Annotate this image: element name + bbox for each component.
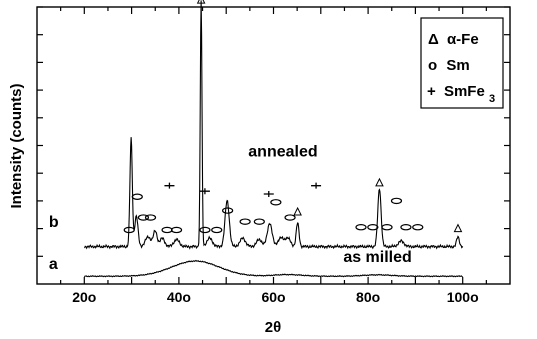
alpha-fe-marker — [375, 177, 384, 187]
legend-entry-smfe3: + SmFe 3 — [427, 83, 495, 105]
legend-entry-alpha-fe: Δ α-Fe — [428, 31, 479, 48]
smfe3-marker — [164, 182, 175, 189]
legend-symbol-plus: + — [427, 83, 436, 100]
sm-marker — [170, 226, 183, 234]
sm-marker — [400, 224, 412, 231]
smfe3-marker — [263, 190, 274, 197]
x-tick-label: 40o — [167, 289, 191, 305]
series-tag-b: b — [49, 214, 59, 231]
y-axis-label: Intensity (counts) — [8, 83, 25, 208]
sm-marker — [239, 218, 251, 225]
series-tag-a: a — [49, 256, 58, 273]
smfe3-marker — [311, 182, 322, 189]
x-axis-label: 2θ — [265, 319, 281, 336]
legend-label-subscript: 3 — [489, 93, 495, 105]
series-line-b — [84, 0, 464, 250]
alpha-fe-marker — [453, 223, 463, 233]
legend-label-alpha-fe: α-Fe — [447, 31, 479, 48]
sm-marker — [144, 214, 157, 221]
peak-markers — [123, 0, 463, 234]
sm-marker — [390, 197, 403, 205]
sm-marker — [270, 199, 282, 206]
legend-symbol-delta: Δ — [428, 31, 439, 48]
sm-marker — [123, 226, 135, 234]
sm-marker — [161, 226, 173, 234]
legend-label-sm: Sm — [446, 57, 469, 74]
series-line-a — [83, 259, 463, 278]
y-axis-ticks — [37, 6, 510, 257]
series-layer — [83, 0, 464, 278]
legend-box — [420, 17, 504, 109]
sm-marker — [131, 193, 143, 200]
x-axis-ticks: 20o 40o 60o 80o 100o — [60, 7, 487, 305]
legend-label-smfe: SmFe — [444, 83, 485, 100]
legend: Δ α-Fe o Sm + SmFe 3 — [420, 17, 504, 109]
sm-marker — [253, 218, 265, 225]
sm-marker — [222, 207, 234, 214]
sm-marker — [381, 224, 393, 231]
legend-entry-sm: o Sm — [428, 57, 470, 74]
alpha-fe-marker — [196, 0, 206, 4]
sm-marker — [211, 226, 223, 234]
sm-marker — [284, 214, 296, 221]
sm-marker — [199, 226, 211, 234]
x-tick-label: 80o — [356, 289, 380, 305]
sm-marker — [137, 214, 150, 221]
sm-marker — [355, 224, 367, 231]
x-tick-label: 20o — [72, 289, 96, 305]
alpha-fe-marker — [293, 206, 302, 216]
x-tick-label: 100o — [447, 289, 479, 305]
x-tick-label: 60o — [261, 289, 285, 305]
smfe3-marker — [199, 188, 210, 195]
sm-marker — [412, 224, 424, 231]
sm-marker — [367, 224, 379, 231]
legend-symbol-circle: o — [428, 57, 437, 74]
annotation-annealed: annealed — [248, 144, 317, 161]
annotation-as-milled: as milled — [343, 249, 411, 266]
